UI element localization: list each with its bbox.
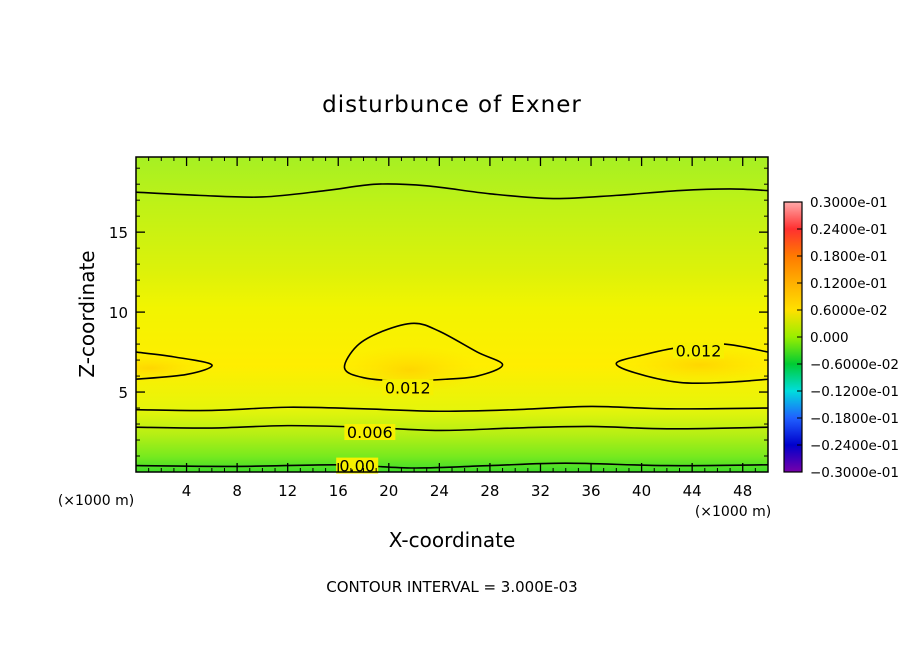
contour-line-2 <box>136 405 768 413</box>
plot-field <box>136 157 768 472</box>
colorbar-label-5: 0.000 <box>810 330 849 346</box>
x-tick-label-5: 24 <box>430 482 449 500</box>
colorbar-label-2: 0.1800e-01 <box>810 249 888 265</box>
contour-line-4 <box>136 351 213 381</box>
contour-line-1 <box>136 424 768 432</box>
colorbar-label-0: 0.3000e-01 <box>810 195 888 211</box>
x-tick-label-9: 40 <box>632 482 651 500</box>
contour-label-2: 0.006 <box>347 423 393 442</box>
max-blob-center <box>340 346 480 394</box>
colorbar-label-1: 0.2400e-01 <box>810 222 888 238</box>
x-tick-label-6: 28 <box>480 482 499 500</box>
colorbar-label-9: −0.2400e-01 <box>810 438 899 454</box>
y-tick-label-0: 5 <box>118 384 128 402</box>
x-tick-label-11: 48 <box>733 482 752 500</box>
contour-label-1: 0.012 <box>676 341 722 360</box>
contour-label-3: 0.00 <box>339 457 375 476</box>
x-tick-label-4: 20 <box>379 482 398 500</box>
x-tick-label-8: 36 <box>581 482 600 500</box>
contour-line-3 <box>136 462 768 469</box>
colorbar-label-10: −0.3000e-01 <box>810 465 899 481</box>
contour-label-bg-0 <box>382 379 434 396</box>
y-tick-label-2: 15 <box>109 224 128 242</box>
contour-label-0: 0.012 <box>385 378 431 397</box>
contour-label-bg-2 <box>344 424 396 441</box>
contour-label-bg-1 <box>672 342 724 359</box>
x-tick-label-10: 44 <box>683 482 702 500</box>
colorbar: 0.3000e-01 0.2400e-01 0.1800e-01 0.1200e-01… <box>783 195 899 481</box>
x-tick-label-3: 16 <box>329 482 348 500</box>
x-tick-label-1: 8 <box>232 482 242 500</box>
chart-title: disturbunce of Exner <box>322 92 582 118</box>
max-blob-right <box>620 347 768 383</box>
colorbar-label-7: −0.1200e-01 <box>810 384 899 400</box>
x-unit-left: (×1000 m) <box>58 493 134 509</box>
x-tick-label-2: 12 <box>278 482 297 500</box>
colorbar-label-6: −0.6000e-02 <box>810 357 899 373</box>
x-tick-label-7: 32 <box>531 482 550 500</box>
contour-interval-note: CONTOUR INTERVAL = 3.000E-03 <box>326 578 577 596</box>
y-axis-label: Z-coordinate <box>75 250 99 377</box>
colorbar-label-8: −0.1800e-01 <box>810 411 899 427</box>
y-tick-label-1: 10 <box>109 304 128 322</box>
contour-labels: 0.012 0.012 0.006 0.00 <box>336 341 724 476</box>
colorbar-label-3: 0.1200e-01 <box>810 276 888 292</box>
contour-label-bg-3 <box>336 457 379 474</box>
x-unit-right: (×1000 m) <box>695 504 771 520</box>
colorbar-label-4: 0.6000e-02 <box>810 303 888 319</box>
x-axis-label: X-coordinate <box>389 528 516 552</box>
x-tick-label-0: 4 <box>182 482 192 500</box>
contour-line-0 <box>136 183 768 200</box>
